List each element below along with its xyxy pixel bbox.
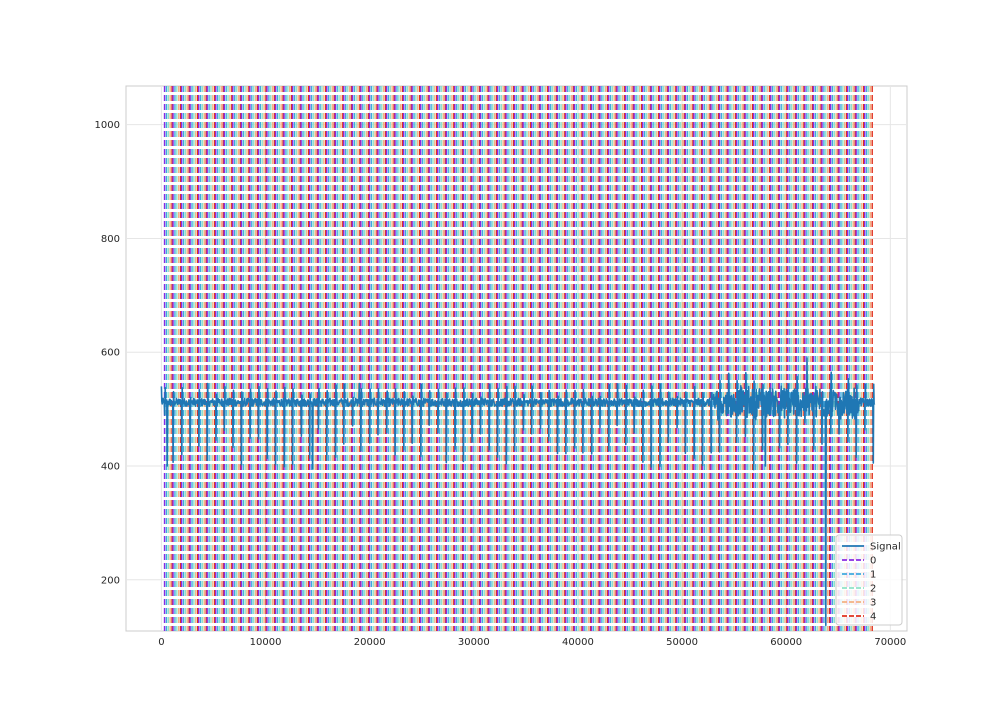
legend: Signal 0 1 2 3 4 xyxy=(835,534,903,626)
x-tick-label: 70000 xyxy=(874,637,906,648)
x-tick-label: 0 xyxy=(158,637,164,648)
legend-label-2: 2 xyxy=(870,584,876,595)
y-tick-label: 200 xyxy=(101,575,120,586)
x-axis: 0 10000 20000 30000 40000 50000 60000 70000 xyxy=(158,637,906,648)
x-tick-label: 20000 xyxy=(354,637,386,648)
signal-series xyxy=(160,357,876,627)
signal-line xyxy=(160,357,876,627)
y-tick-label: 400 xyxy=(101,462,120,473)
x-tick-label: 60000 xyxy=(770,637,802,648)
legend-label-4: 4 xyxy=(870,612,876,623)
legend-label-Signal: Signal xyxy=(870,542,901,553)
x-tick-label: 10000 xyxy=(250,637,282,648)
y-axis: 200 400 600 800 1000 xyxy=(95,120,120,586)
x-tick-label: 40000 xyxy=(562,637,594,648)
x-tick-label: 50000 xyxy=(666,637,698,648)
y-tick-label: 1000 xyxy=(95,120,120,131)
y-tick-label: 600 xyxy=(101,348,120,359)
y-tick-label: 800 xyxy=(101,234,120,245)
legend-label-0: 0 xyxy=(870,556,876,567)
x-tick-label: 30000 xyxy=(458,637,490,648)
event-markers xyxy=(163,86,873,631)
legend-label-1: 1 xyxy=(870,570,876,581)
legend-label-3: 3 xyxy=(870,598,876,609)
